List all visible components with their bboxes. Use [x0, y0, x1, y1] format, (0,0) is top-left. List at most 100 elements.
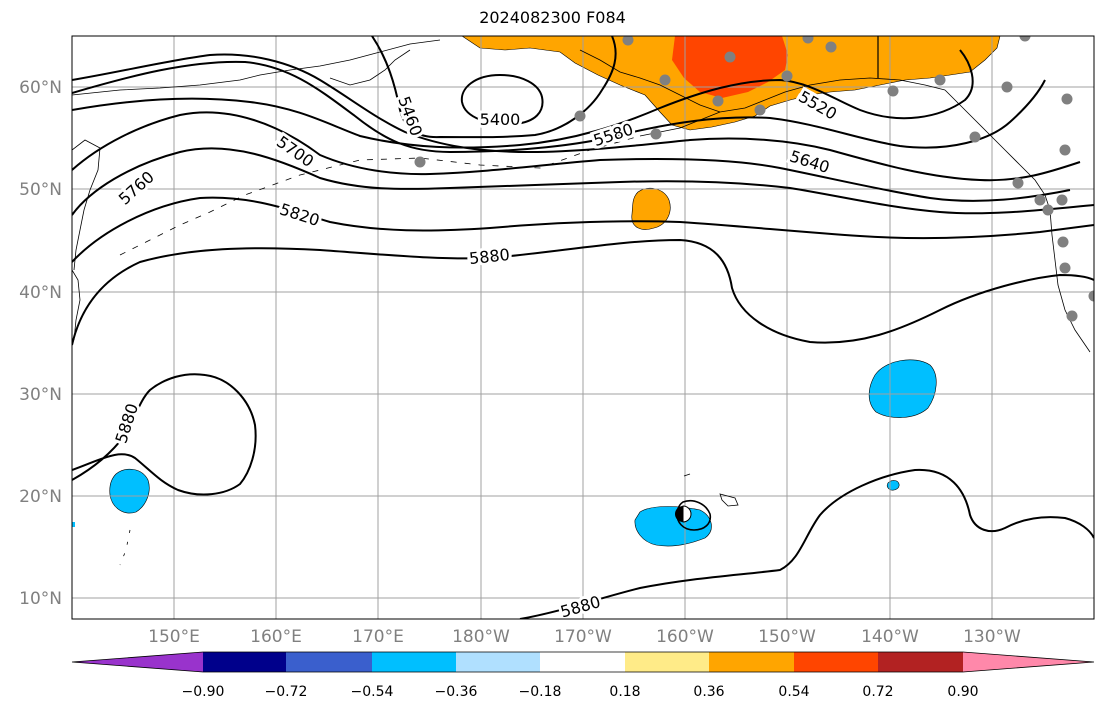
lon-label: 160°E	[250, 627, 302, 647]
station-dot	[1088, 290, 1094, 302]
colorbar-tick-label: −0.18	[519, 684, 562, 700]
colorbar-tick-label: −0.90	[182, 684, 225, 700]
station-dot	[659, 74, 671, 86]
contour-5580	[72, 60, 1046, 154]
station-dot	[1056, 194, 1068, 206]
siberia-coast	[72, 39, 441, 96]
small-orange-region	[631, 187, 671, 230]
colorbar-cell	[963, 652, 1094, 672]
canada-coast	[944, 89, 1051, 211]
colorbar-cell	[72, 652, 203, 672]
colorbar-tick-label: −0.54	[351, 684, 394, 700]
tiny-blue-region	[886, 480, 900, 491]
station-markers	[414, 36, 1094, 322]
edge-blue-mark	[72, 522, 75, 527]
colorbar-outline	[71, 651, 1095, 673]
japan-coast	[72, 269, 81, 341]
coastlines	[72, 36, 1091, 566]
map-title: 2024082300 F084	[479, 8, 626, 27]
lat-label: 20°N	[19, 487, 62, 507]
colorbar-cell	[709, 652, 794, 672]
lon-label: 170°E	[352, 627, 404, 647]
lon-label: 160°W	[656, 627, 714, 647]
lon-label: 150°W	[758, 627, 816, 647]
station-dot	[724, 51, 736, 63]
height-contours	[72, 36, 1094, 619]
lat-label: 30°N	[19, 385, 62, 405]
station-dot	[574, 110, 586, 122]
us-west-coast	[1049, 209, 1091, 353]
hawaii-islands	[683, 473, 739, 507]
contour-5400	[460, 73, 544, 126]
contour-5760	[72, 147, 1094, 216]
station-dot	[622, 36, 634, 46]
station-dot	[1012, 177, 1024, 189]
colorbar-tick-label: 0.90	[947, 684, 978, 700]
kamchatka-coast	[72, 139, 101, 271]
station-dot	[825, 41, 837, 53]
station-dot	[1059, 144, 1071, 156]
lat-label: 10°N	[19, 589, 62, 609]
station-dot	[1059, 262, 1071, 274]
colorbar-cell	[456, 652, 540, 672]
station-dot	[414, 156, 426, 168]
colorbar-cells	[71, 651, 1095, 673]
lon-label: 180°W	[452, 627, 510, 647]
chukotka-coast	[329, 49, 411, 86]
station-dot	[1042, 204, 1054, 216]
station-dot	[969, 131, 981, 143]
colorbar-tick-label: 0.72	[862, 684, 893, 700]
station-dot	[1019, 36, 1031, 42]
colorbar-cell	[878, 652, 963, 672]
station-dot	[802, 36, 814, 44]
contour-5700	[72, 111, 1071, 202]
hawaii-blue-region	[634, 506, 712, 547]
colorbar-tick-label: 0.36	[693, 684, 724, 700]
station-dot	[887, 85, 899, 97]
colorbar-tick-label: 0.18	[609, 684, 640, 700]
lon-label: 130°W	[963, 627, 1021, 647]
contour-5520	[72, 49, 974, 149]
west-blue-region	[109, 468, 150, 514]
colorbar-cell	[540, 652, 625, 672]
colorbar-tick-label: −0.72	[265, 684, 308, 700]
station-dot	[754, 104, 766, 116]
station-dot	[1061, 93, 1073, 105]
colorbar-tick-label: 0.54	[778, 684, 809, 700]
colorbar-cell	[625, 652, 709, 672]
station-dot	[712, 95, 724, 107]
station-dot	[1066, 310, 1078, 322]
map-frame	[71, 35, 1095, 620]
colorbar: −0.90 −0.72 −0.54 −0.36 −0.18 0.18 0.36 …	[71, 651, 1095, 700]
contour-label: 5400	[480, 110, 521, 129]
contour-5880-south	[519, 468, 1094, 619]
contour-5460	[371, 36, 617, 139]
alaska-red-region	[672, 36, 788, 98]
station-dot	[1034, 194, 1046, 206]
lon-label: 150°E	[148, 627, 200, 647]
storm-marker	[675, 505, 692, 523]
storm-marker-half	[682, 505, 692, 523]
colorbar-cell	[286, 652, 372, 672]
station-dot	[1057, 236, 1069, 248]
contour-5880-west	[72, 373, 257, 496]
lat-label: 40°N	[19, 283, 62, 303]
alaska-coast	[579, 49, 946, 113]
longitude-labels: 150°E 160°E 170°E 180°W 170°W 160°W 150°…	[148, 627, 1021, 647]
latitude-labels: 60°N 50°N 40°N 30°N 20°N 10°N	[19, 78, 62, 609]
lat-label: 50°N	[19, 180, 62, 200]
colorbar-cell	[203, 652, 286, 672]
station-dot	[934, 74, 946, 86]
station-dot	[781, 70, 793, 82]
station-dot	[650, 128, 662, 140]
lon-label: 140°W	[861, 627, 919, 647]
contour-5820	[72, 196, 1094, 263]
positive-anomaly-regions	[461, 36, 1001, 230]
colorbar-tick-labels: −0.90 −0.72 −0.54 −0.36 −0.18 0.18 0.36 …	[182, 684, 979, 700]
lat-label: 60°N	[19, 78, 62, 98]
station-dot	[1001, 81, 1013, 93]
colorbar-cell	[794, 652, 878, 672]
negative-anomaly-regions	[72, 359, 937, 547]
east-blue-region	[868, 359, 937, 418]
